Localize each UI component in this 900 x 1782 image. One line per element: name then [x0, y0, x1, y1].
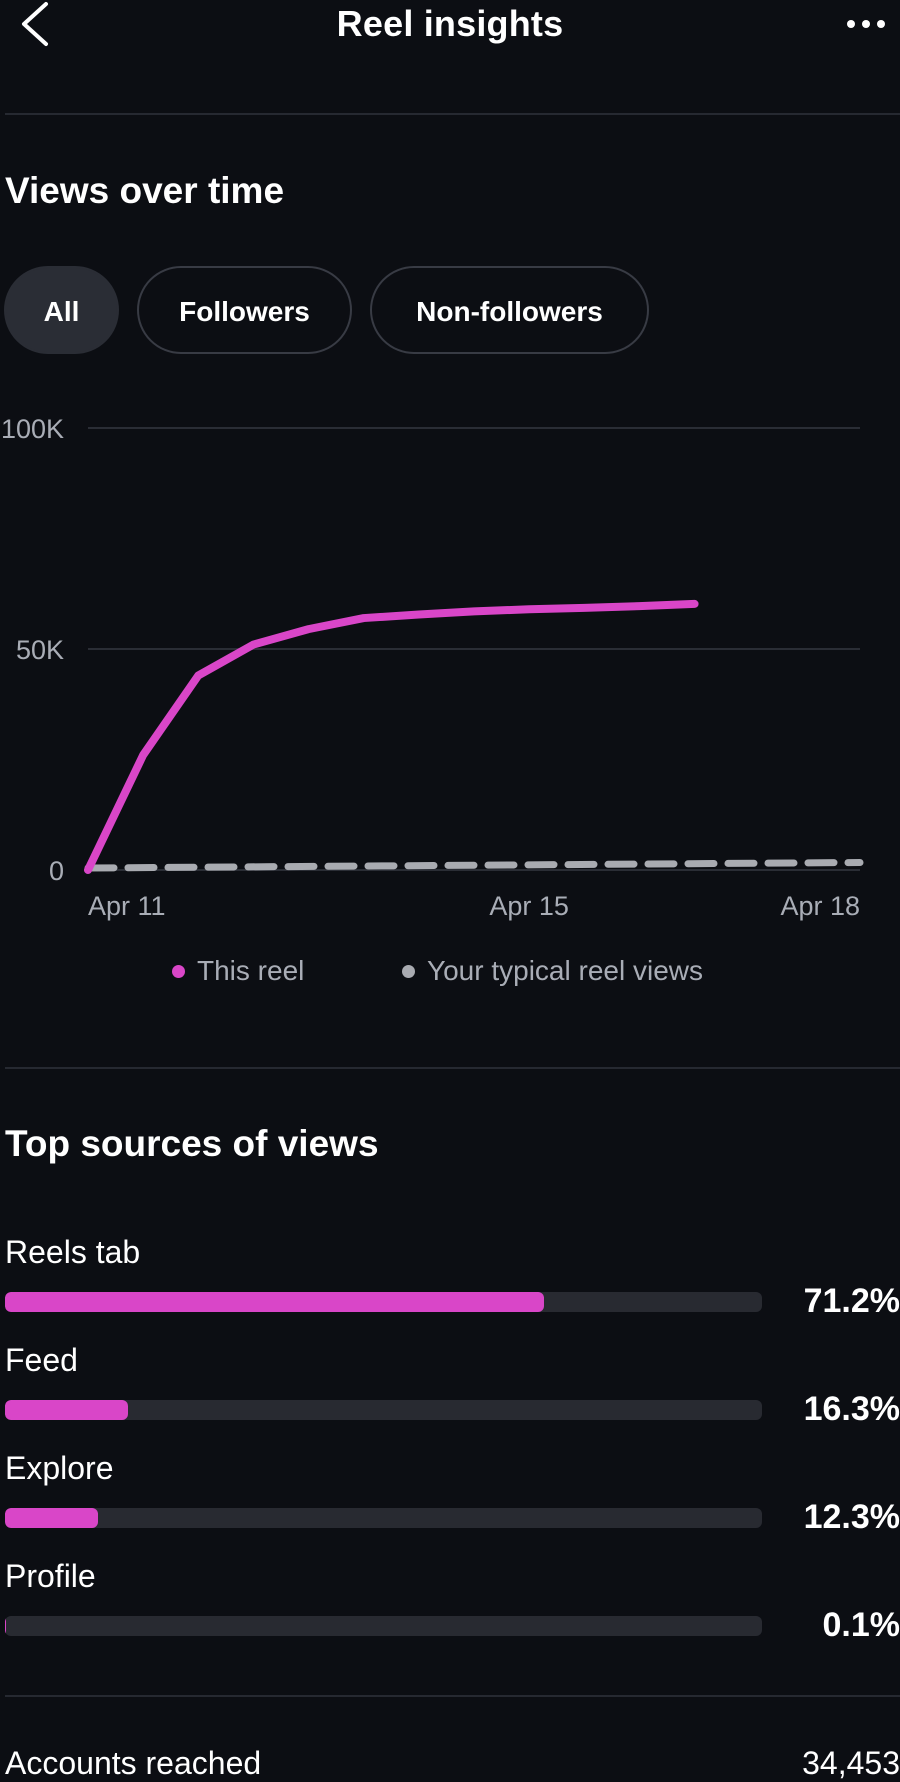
header-divider	[5, 113, 900, 115]
source-bar-profile	[5, 1616, 762, 1636]
chart-divider	[5, 1067, 900, 1069]
source-bar-feed	[5, 1400, 762, 1420]
more-horizontal-icon	[847, 20, 885, 28]
y-tick-label: 100K	[1, 414, 64, 444]
sources-section-title: Top sources of views	[5, 1123, 379, 1164]
filter-non-followers-chip[interactable]: Non-followers	[370, 266, 649, 354]
source-value-profile: 0.1%	[822, 1606, 900, 1644]
sources-divider	[5, 1695, 900, 1697]
source-value-feed: 16.3%	[803, 1390, 900, 1428]
views-section-title: Views over time	[5, 170, 285, 211]
page-title: Reel insights	[336, 3, 564, 44]
back-button[interactable]	[14, 0, 62, 50]
legend-dot-typical	[402, 964, 415, 978]
source-bar-fill	[5, 1400, 129, 1420]
accounts-reached-value: 34,453	[802, 1745, 900, 1781]
source-value-reels-tab: 71.2%	[803, 1282, 900, 1320]
chevron-left-icon	[22, 2, 48, 46]
legend-label-typical: Your typical reel views	[427, 955, 703, 986]
source-bar-fill	[5, 1292, 544, 1312]
x-tick-label: Apr 18	[780, 891, 860, 921]
series-line-this-reel	[84, 599, 699, 874]
source-bar-fill	[5, 1616, 6, 1636]
filter-all-chip[interactable]: All	[4, 266, 119, 354]
more-button[interactable]	[840, 4, 892, 44]
legend-typical: Your typical reel views	[402, 955, 703, 987]
y-tick-label: 50K	[16, 635, 64, 665]
legend-dot-this-reel	[172, 964, 185, 978]
series-line-typical	[84, 858, 864, 872]
source-bar-reels-tab	[5, 1292, 762, 1312]
legend-this-reel: This reel	[172, 955, 304, 987]
filter-followers-chip[interactable]: Followers	[137, 266, 352, 354]
source-label-reels-tab: Reels tab	[5, 1234, 141, 1270]
y-tick-label: 0	[49, 856, 64, 886]
source-value-explore: 12.3%	[803, 1498, 900, 1536]
x-tick-label: Apr 15	[489, 891, 569, 921]
views-line-chart: 100K 50K 0 Apr 11 Apr 15 Apr 18	[1, 414, 864, 921]
source-bar-explore	[5, 1508, 762, 1528]
accounts-reached-label: Accounts reached	[5, 1745, 262, 1781]
source-label-profile: Profile	[5, 1558, 96, 1594]
source-bar-fill	[5, 1508, 99, 1528]
x-tick-label: Apr 11	[88, 891, 166, 921]
source-label-explore: Explore	[5, 1450, 114, 1486]
source-label-feed: Feed	[5, 1342, 78, 1378]
legend-label-this-reel: This reel	[197, 955, 305, 986]
